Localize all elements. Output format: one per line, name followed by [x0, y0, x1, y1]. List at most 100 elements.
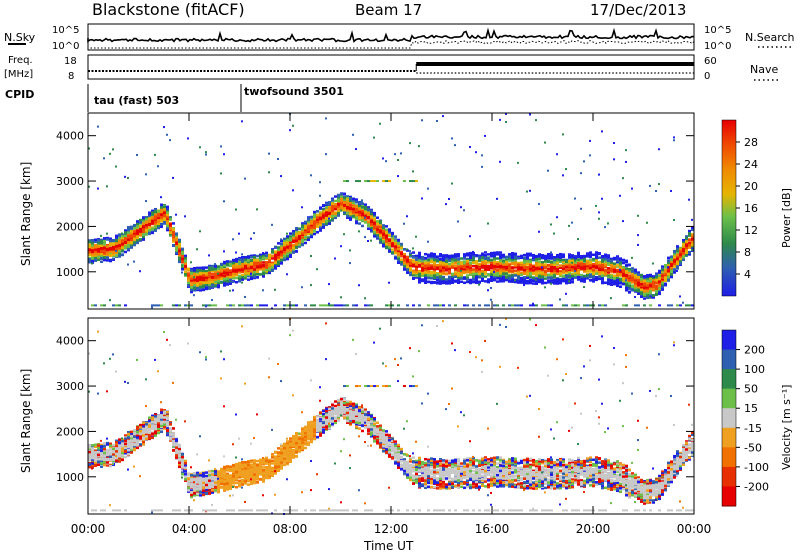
- power-cell: [376, 216, 379, 219]
- power-cell: [238, 259, 241, 263]
- power-cell: [220, 273, 223, 277]
- power-cell: [565, 278, 568, 282]
- power-cell: [301, 224, 304, 228]
- power-cell: [445, 280, 448, 284]
- power-cell: [178, 259, 181, 262]
- power-cell: [532, 276, 535, 279]
- power-cell: [322, 216, 325, 219]
- power-cell: [277, 246, 280, 249]
- power-cell: [211, 279, 214, 282]
- power-cell: [271, 307, 273, 310]
- power-cell: [499, 264, 502, 268]
- power-cell: [130, 246, 133, 249]
- power-cell: [265, 304, 268, 307]
- power-cell: [394, 242, 397, 246]
- power-cell: [139, 228, 142, 231]
- power-cell: [460, 257, 463, 260]
- power-cell: [193, 276, 195, 279]
- power-cell: [226, 280, 229, 283]
- power-cell: [544, 257, 547, 260]
- power-cell: [139, 234, 142, 237]
- power-cell: [226, 262, 229, 265]
- power-cell: [511, 262, 514, 265]
- power-cell: [367, 304, 370, 307]
- power-cell: [181, 258, 184, 261]
- power-cell: [280, 238, 282, 241]
- power-cell: [121, 249, 124, 252]
- power-cell: [430, 280, 433, 284]
- power-cell: [511, 278, 514, 281]
- power-cell: [322, 219, 325, 222]
- power-cell: [388, 229, 391, 232]
- power-cell: [169, 229, 172, 233]
- power-cell: [364, 207, 367, 211]
- power-cell: [334, 195, 337, 198]
- power-cell: [448, 198, 450, 201]
- power-cell: [118, 239, 121, 242]
- power-cell: [334, 199, 337, 203]
- power-cell: [487, 274, 490, 277]
- power-cell: [304, 230, 307, 234]
- power-cell: [337, 195, 340, 199]
- power-cell: [100, 304, 103, 307]
- power-cell: [247, 304, 250, 307]
- power-cell: [406, 255, 409, 259]
- power-cell: [562, 274, 565, 277]
- power-cell: [172, 230, 175, 234]
- power-cell: [91, 262, 93, 265]
- power-cell: [124, 245, 127, 248]
- power-cell: [145, 222, 148, 225]
- power-cell: [103, 253, 106, 257]
- power-cell: [457, 255, 460, 258]
- power-cell: [154, 213, 157, 216]
- power-cell: [142, 217, 145, 221]
- power-cell: [202, 272, 205, 276]
- power-cell: [310, 221, 313, 225]
- power-cell: [418, 263, 421, 267]
- power-cell: [148, 223, 151, 227]
- power-cell: [178, 251, 181, 254]
- power-cell: [445, 268, 448, 271]
- power-cell: [163, 126, 165, 129]
- power-cell: [562, 267, 565, 270]
- power-cell: [124, 229, 127, 232]
- power-cell: [484, 256, 487, 259]
- power-cell: [376, 180, 379, 183]
- power-cell: [541, 266, 543, 269]
- power-cell: [250, 267, 253, 271]
- power-cell: [301, 230, 304, 233]
- power-cell: [379, 122, 381, 125]
- power-cell: [385, 236, 388, 240]
- power-cell: [412, 264, 415, 268]
- power-cell: [394, 241, 397, 244]
- power-cell: [187, 137, 189, 140]
- power-cell: [424, 277, 427, 280]
- power-cell: [406, 258, 409, 261]
- power-cell: [211, 276, 214, 279]
- power-cell: [490, 279, 493, 282]
- power-cell: [184, 274, 187, 277]
- power-cell: [127, 234, 130, 238]
- power-cell: [283, 258, 286, 262]
- power-cell: [508, 280, 511, 283]
- power-cell: [415, 235, 417, 238]
- power-cell: [247, 265, 250, 269]
- power-cell: [337, 193, 340, 197]
- power-cell: [130, 245, 133, 248]
- power-cell: [355, 148, 357, 151]
- power-cell: [451, 263, 454, 266]
- power-cell: [316, 220, 319, 224]
- power-cell: [379, 229, 382, 233]
- power-cell: [325, 217, 328, 220]
- power-cell: [160, 210, 163, 214]
- power-cell: [298, 243, 301, 247]
- power-cell: [328, 206, 331, 210]
- power-cell: [232, 265, 235, 269]
- power-cell: [262, 261, 265, 264]
- power-cell: [553, 261, 556, 264]
- power-cell: [181, 255, 184, 258]
- power-cell: [442, 280, 445, 283]
- freq-tick-bottom: 8: [68, 71, 74, 82]
- power-cell: [250, 269, 253, 272]
- power-cell: [301, 227, 304, 231]
